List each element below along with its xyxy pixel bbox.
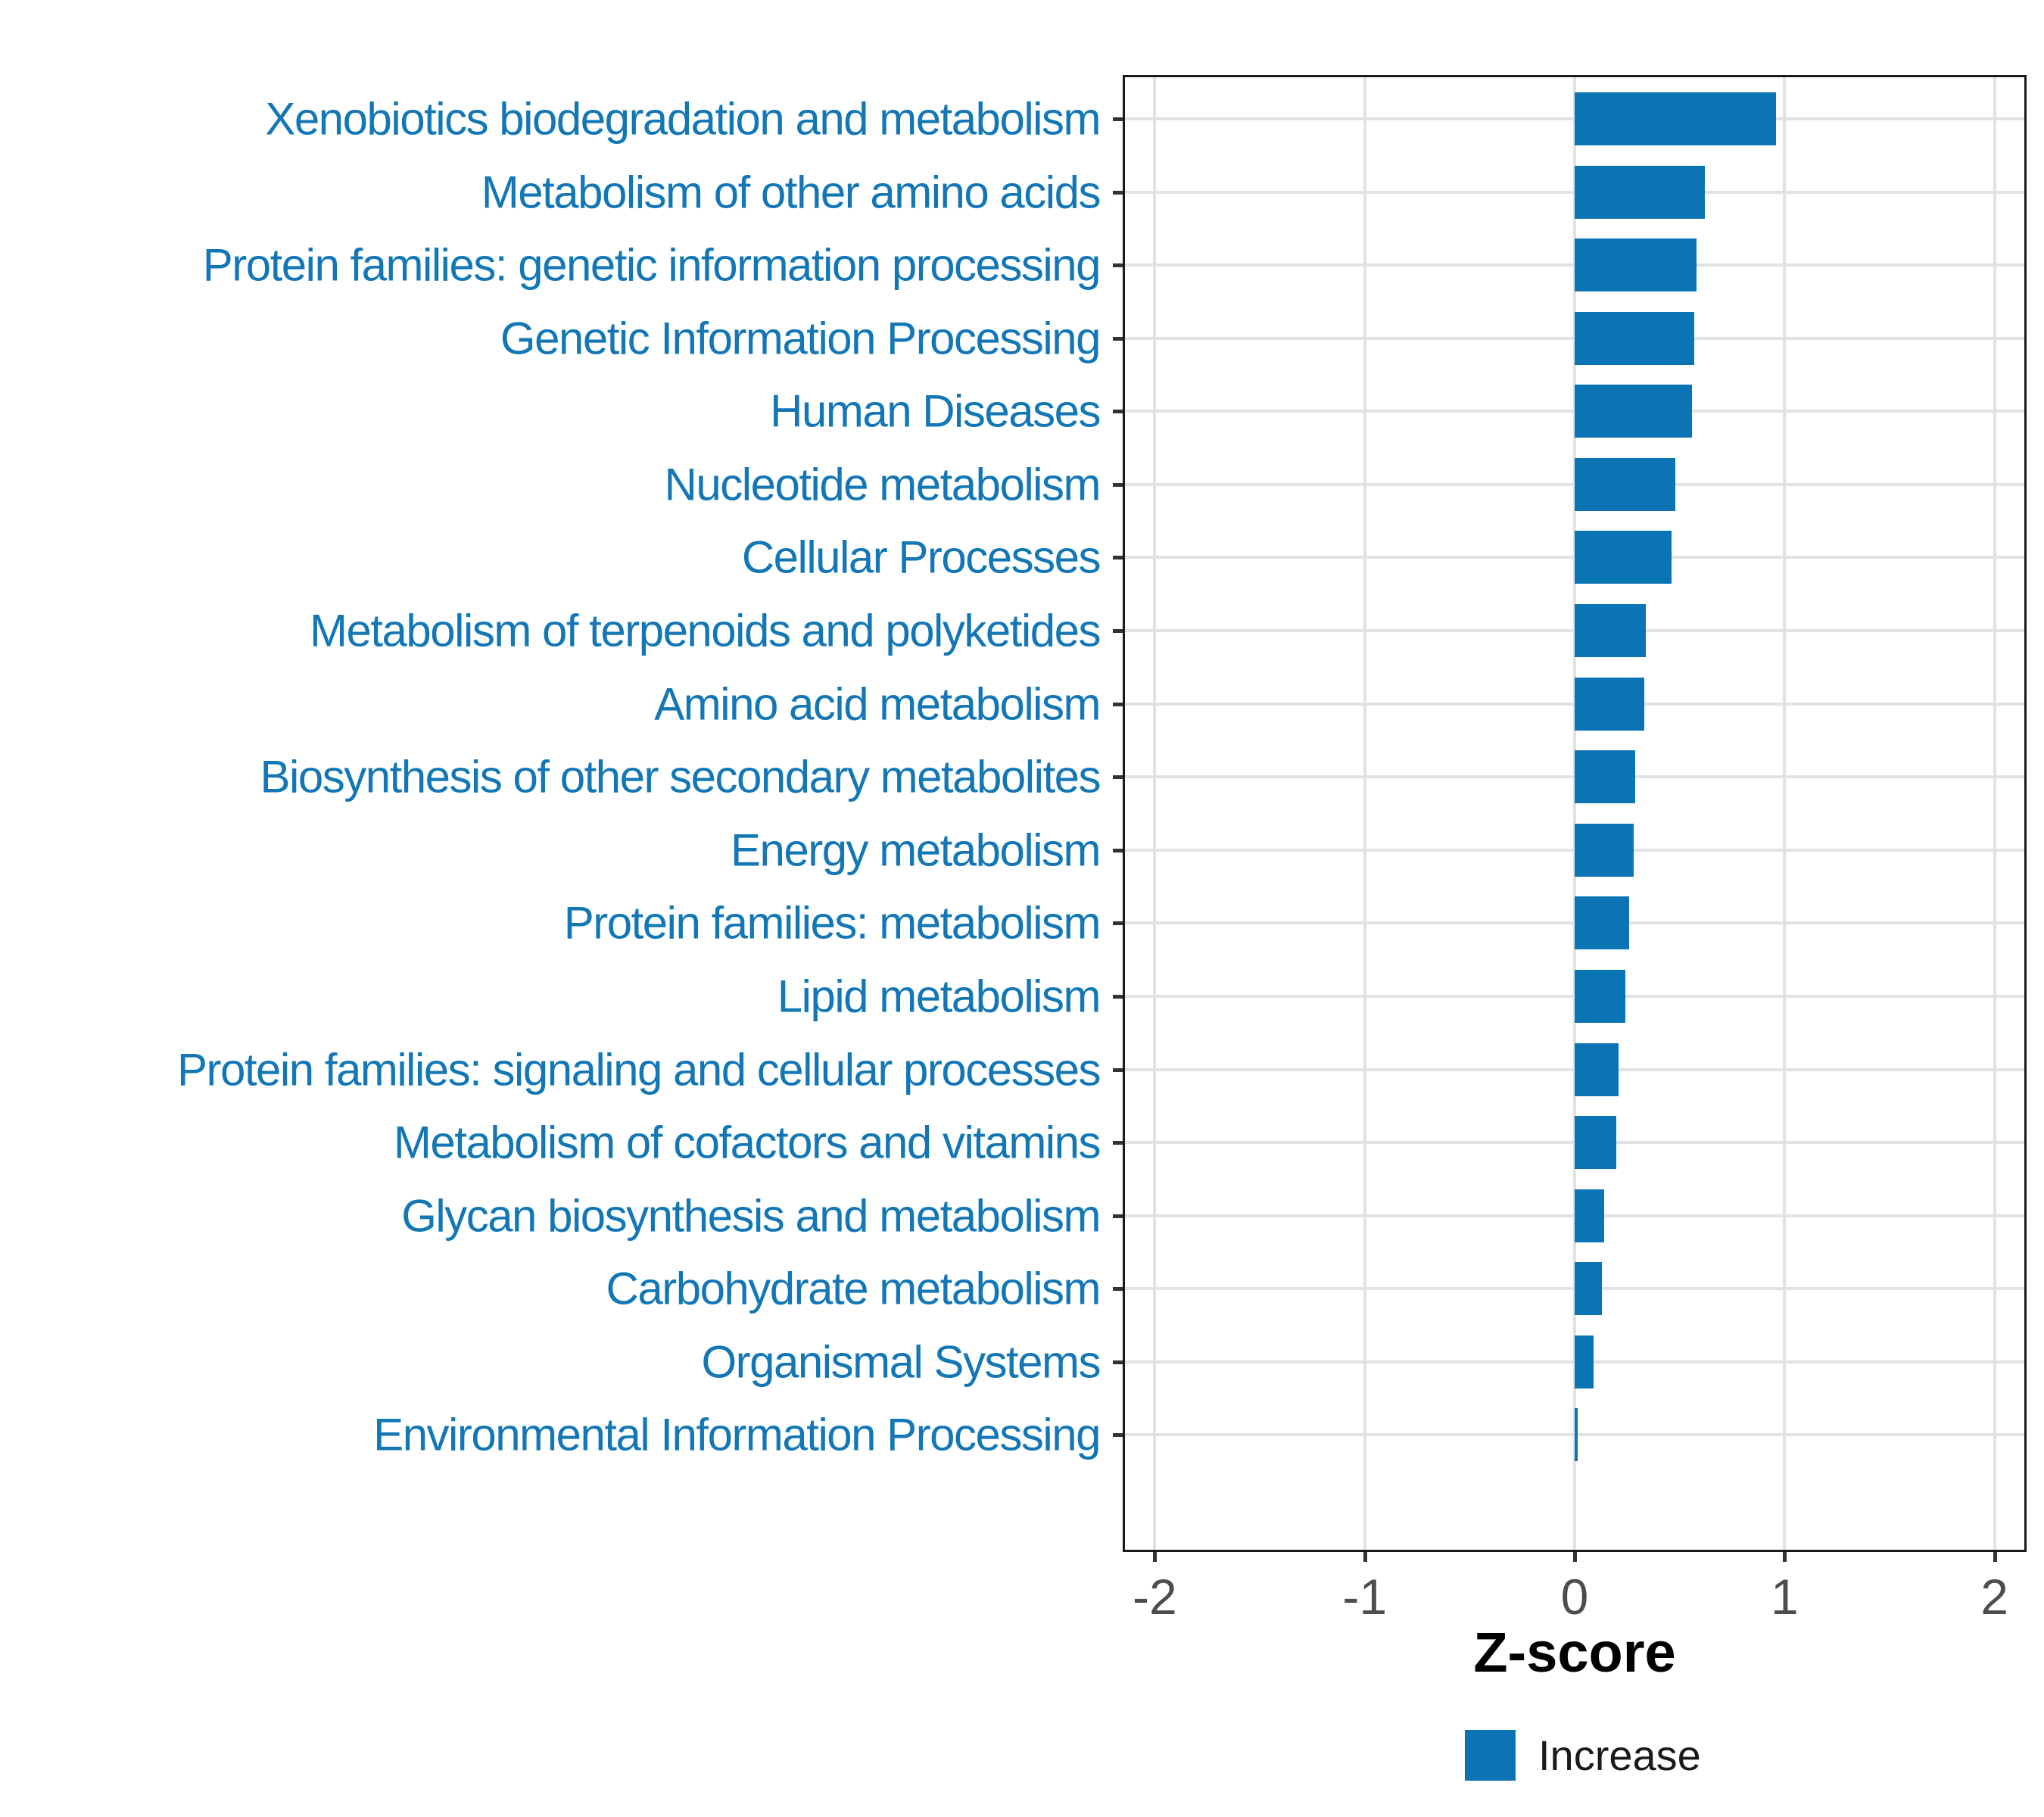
bar-cellular-processes <box>1575 531 1672 584</box>
y-axis-tick <box>1113 1214 1123 1218</box>
y-axis-tick <box>1113 482 1123 487</box>
bar-organismal-systems <box>1575 1335 1594 1388</box>
y-axis-tick <box>1113 556 1123 560</box>
plot-panel <box>1123 75 2027 1552</box>
gridline-x--1 <box>1363 77 1366 1550</box>
y-axis-label: Protein families: genetic information pr… <box>202 239 1101 291</box>
y-axis-tick <box>1113 410 1123 414</box>
x-axis-tick <box>1783 1552 1787 1562</box>
gridline-x-2 <box>1993 77 1996 1550</box>
x-axis-tick-label: 0 <box>1560 1569 1589 1625</box>
x-axis-tick <box>1993 1552 1997 1562</box>
y-axis-tick <box>1113 775 1123 780</box>
bar-energy-metabolism <box>1575 823 1634 877</box>
y-axis-label: Amino acid metabolism <box>654 678 1101 730</box>
bar-human-diseases <box>1575 385 1693 438</box>
y-axis-label: Organismal Systems <box>701 1336 1101 1388</box>
gridline-x--2 <box>1153 77 1157 1550</box>
y-axis-label: Human Diseases <box>770 385 1101 437</box>
bar-amino-acid-metabolism <box>1575 677 1644 731</box>
y-axis-label: Lipid metabolism <box>777 971 1101 1022</box>
bar-protein-families-genetic-information-processing <box>1575 238 1697 292</box>
legend-increase-label: Increase <box>1538 1731 1701 1779</box>
y-axis-label: Protein families: signaling and cellular… <box>177 1044 1101 1095</box>
bar-metabolism-of-cofactors-and-vitamins <box>1575 1116 1617 1170</box>
y-axis-tick <box>1113 702 1123 706</box>
bar-protein-families-signaling-and-cellular-processes <box>1575 1043 1619 1096</box>
y-axis-tick <box>1113 1141 1123 1145</box>
y-axis-tick <box>1113 1067 1123 1072</box>
x-axis-tick-label: -2 <box>1133 1569 1177 1625</box>
y-axis-tick <box>1113 117 1123 121</box>
y-axis-label: Carbohydrate metabolism <box>606 1263 1101 1314</box>
x-axis-tick-label: 1 <box>1770 1569 1799 1625</box>
y-axis-label: Energy metabolism <box>730 824 1101 876</box>
bar-biosynthesis-of-other-secondary-metabolites <box>1575 750 1636 804</box>
y-axis-label: Nucleotide metabolism <box>664 459 1101 510</box>
bar-xenobiotics-biodegradation-and-metabolism <box>1575 92 1777 145</box>
bar-lipid-metabolism <box>1575 969 1625 1023</box>
x-axis-tick-label: -1 <box>1342 1569 1388 1625</box>
bar-metabolism-of-other-amino-acids <box>1575 165 1705 219</box>
bar-nucleotide-metabolism <box>1575 457 1676 511</box>
y-axis-tick <box>1113 190 1123 195</box>
gridline-x-0 <box>1573 77 1576 1550</box>
y-axis-tick <box>1113 336 1123 341</box>
y-axis-label: Biosynthesis of other secondary metaboli… <box>260 751 1101 803</box>
y-axis-tick <box>1113 848 1123 852</box>
y-axis-label: Genetic Information Processing <box>500 313 1101 364</box>
bar-metabolism-of-terpenoids-and-polyketides <box>1575 604 1647 658</box>
bar-genetic-information-processing <box>1575 311 1695 365</box>
y-axis-label: Xenobiotics biodegradation and metabolis… <box>265 93 1101 145</box>
y-axis-label: Protein families: metabolism <box>563 897 1101 949</box>
x-axis-tick <box>1363 1552 1367 1562</box>
y-axis-label: Environmental Information Processing <box>373 1409 1101 1460</box>
y-axis-tick <box>1113 1360 1123 1364</box>
y-axis-tick <box>1113 1433 1123 1438</box>
y-axis-tick <box>1113 263 1123 268</box>
bar-carbohydrate-metabolism <box>1575 1262 1603 1316</box>
x-axis-tick-label: 2 <box>1980 1569 2008 1625</box>
bar-environmental-information-processing <box>1575 1408 1578 1462</box>
y-axis-label: Metabolism of terpenoids and polyketides <box>310 605 1101 656</box>
y-axis-tick <box>1113 629 1123 634</box>
gridline-x-1 <box>1783 77 1787 1550</box>
bar-glycan-biosynthesis-and-metabolism <box>1575 1189 1604 1242</box>
y-axis-label: Metabolism of cofactors and vitamins <box>393 1117 1101 1168</box>
legend: Increase <box>1465 1730 1701 1781</box>
y-axis-tick <box>1113 921 1123 926</box>
bar-protein-families-metabolism <box>1575 896 1630 950</box>
y-axis-tick <box>1113 1287 1123 1292</box>
x-axis-tick <box>1573 1552 1577 1562</box>
y-axis-label: Cellular Processes <box>741 531 1101 583</box>
y-axis-label: Glycan biosynthesis and metabolism <box>401 1190 1101 1242</box>
x-axis-tick <box>1153 1552 1158 1562</box>
y-axis-label: Metabolism of other amino acids <box>481 167 1101 218</box>
legend-increase-swatch <box>1465 1730 1516 1781</box>
x-axis-title: Z-score <box>1473 1621 1676 1684</box>
y-axis-tick <box>1113 994 1123 999</box>
